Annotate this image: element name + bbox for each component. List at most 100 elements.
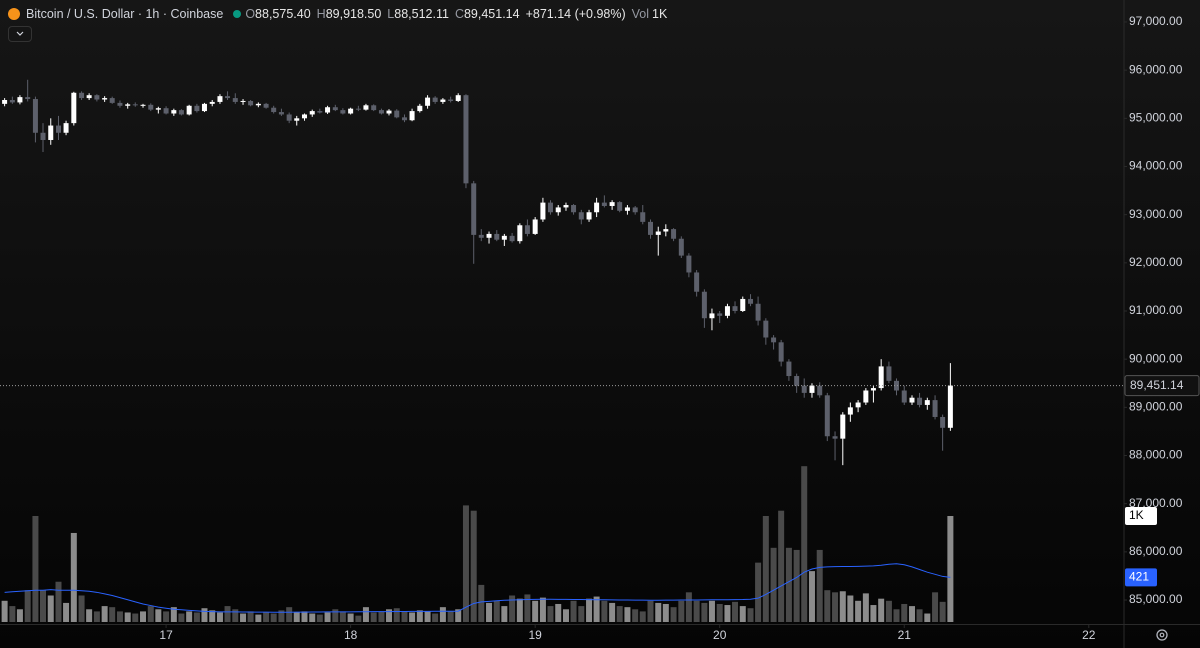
volume-bar <box>516 598 523 622</box>
volume-bar <box>9 606 16 622</box>
candle-body <box>509 235 515 242</box>
chevron-path[interactable] <box>16 31 24 36</box>
volume-bar <box>532 600 539 622</box>
candle-body <box>32 99 38 133</box>
change: +871.14 (+0.98%) <box>525 7 626 21</box>
chevron[interactable] <box>9 27 31 41</box>
candle-body <box>448 99 454 101</box>
candle-body <box>817 385 823 396</box>
volume-bar <box>639 611 646 622</box>
y-tick-label: 97,000.00 <box>1129 14 1183 28</box>
volume-bar <box>355 615 362 622</box>
candle-body <box>924 400 930 405</box>
volume-bar <box>908 606 915 622</box>
candle-body <box>763 320 769 338</box>
volume-bar <box>309 613 316 622</box>
candle-body <box>125 104 131 106</box>
candle-body <box>940 416 946 428</box>
y-tick-label: 95,000.00 <box>1129 110 1183 124</box>
gear[interactable] <box>1156 629 1168 641</box>
volume-bar <box>224 606 231 622</box>
candle-body <box>601 202 607 206</box>
volume-axis-label: 421 <box>1129 570 1149 584</box>
volume-bar <box>316 614 323 622</box>
volume-bar <box>685 592 692 622</box>
volume-bar <box>101 606 108 622</box>
candle-body <box>194 105 200 112</box>
volume-bar <box>209 610 216 622</box>
candle-body <box>701 291 707 319</box>
volume-bar <box>178 613 185 622</box>
candle-body <box>709 313 715 319</box>
volume-bar <box>347 613 354 622</box>
candle-body <box>547 202 553 213</box>
candle-body <box>909 397 915 403</box>
volume-bar <box>55 581 62 622</box>
y-tick-label: 94,000.00 <box>1129 159 1183 173</box>
volume-bar <box>524 594 531 622</box>
candle-body <box>870 388 876 391</box>
candle-body <box>217 96 223 102</box>
volume-bar <box>263 612 270 622</box>
candle-body <box>624 207 630 211</box>
gear-center[interactable] <box>1159 632 1165 638</box>
volume-bar <box>462 505 469 622</box>
volume-bar <box>16 609 23 622</box>
volume-bar <box>509 595 516 622</box>
candle-body <box>86 95 92 99</box>
volume-bar <box>632 609 639 622</box>
volume-bar <box>893 609 900 622</box>
volume-bar <box>232 609 239 622</box>
volume-bar <box>832 592 839 622</box>
volume-bar <box>24 590 31 622</box>
candle-body <box>317 111 323 113</box>
candle-body <box>271 107 277 113</box>
y-tick-label: 93,000.00 <box>1129 207 1183 221</box>
volume-bar <box>455 609 462 622</box>
volume-bar <box>70 532 77 622</box>
legend-header: Bitcoin / U.S. Dollar · 1h · Coinbase O8… <box>8 5 667 23</box>
candle-body <box>532 219 538 234</box>
candle-body <box>248 100 254 106</box>
volume-bar <box>547 606 554 622</box>
volume-bar <box>401 611 408 622</box>
candle-body <box>571 205 577 213</box>
volume-bar <box>286 607 293 622</box>
volume-bar <box>662 603 669 622</box>
volume-bar <box>255 614 262 622</box>
candle-body <box>386 110 392 114</box>
volume-bar <box>393 608 400 622</box>
candle-body <box>440 99 446 102</box>
candle-body <box>71 92 77 124</box>
volume-bar <box>616 606 623 622</box>
candle-body <box>671 229 677 239</box>
volume-bar <box>409 612 416 622</box>
candle-body <box>640 212 646 222</box>
volume-bar <box>432 613 439 622</box>
volume-bar <box>932 592 939 622</box>
candle-body <box>348 108 354 114</box>
collapse-button[interactable] <box>8 26 32 42</box>
volume-bar <box>163 611 170 622</box>
settings-icon[interactable] <box>1156 629 1168 641</box>
candle-body <box>117 102 123 106</box>
volume-bar <box>301 611 308 622</box>
candle-body <box>771 337 777 343</box>
y-tick-label: 86,000.00 <box>1129 544 1183 558</box>
candle-body <box>55 125 61 133</box>
volume-bar <box>439 607 446 622</box>
volume-bar <box>155 609 162 622</box>
volume-bar <box>116 611 123 622</box>
volume-axis-label: 1K <box>1129 508 1144 522</box>
volume-bar <box>486 602 493 622</box>
volume-bar <box>109 607 116 622</box>
volume-bar <box>93 611 100 622</box>
volume-bar <box>785 547 792 622</box>
ohlc-key: H <box>316 7 326 21</box>
ohlc-key: C <box>454 7 464 21</box>
volume-bar <box>847 595 854 622</box>
candle-body <box>847 407 853 415</box>
volume-bar <box>378 611 385 622</box>
volume-bar <box>770 547 777 622</box>
